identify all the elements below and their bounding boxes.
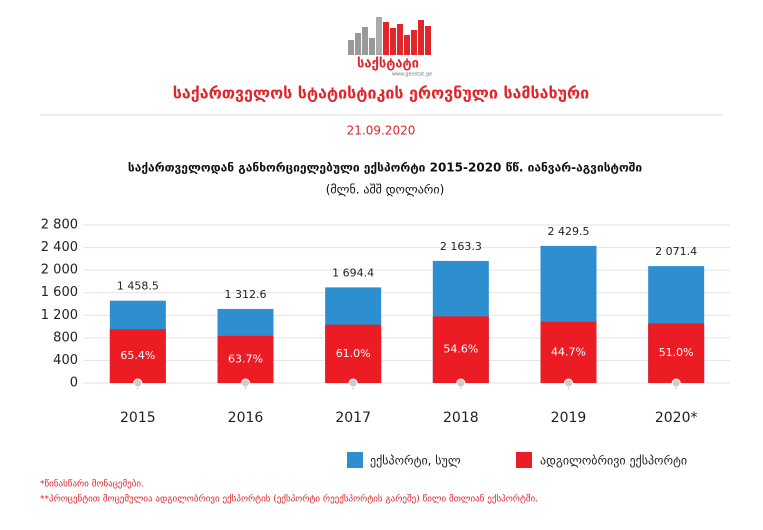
- x-tick-label: 2020*: [655, 410, 698, 426]
- y-tick-label: 1 600: [41, 285, 78, 300]
- share-label: 63.7%: [228, 352, 263, 365]
- chart-subtitle: (მლნ. აშშ დოლარი): [326, 183, 445, 197]
- axis-dot: [456, 378, 466, 388]
- share-label: 61.0%: [336, 347, 371, 360]
- y-tick-label: 2 800: [41, 218, 78, 233]
- x-tick-label: 2016: [228, 410, 264, 426]
- value-label: 2 071.4: [655, 245, 697, 258]
- y-tick-label: 0: [70, 376, 78, 391]
- logo-site: www.geostat.ge: [392, 72, 432, 78]
- bar-local: [432, 316, 489, 383]
- share-label: 44.7%: [551, 345, 586, 358]
- bar-local: [540, 321, 597, 383]
- chart-title: საქართველოდან განხორციელებული ექსპორტი 2…: [128, 161, 642, 175]
- share-label: 54.6%: [443, 343, 478, 356]
- legend-swatch: [516, 452, 532, 468]
- y-tick-label: 1 200: [41, 308, 78, 323]
- value-label: 1 312.6: [225, 288, 267, 301]
- value-label: 1 458.5: [117, 280, 159, 293]
- header-title: საქართველოს სტატისტიკის ეროვნული სამსახუ…: [173, 84, 589, 103]
- axis-dot: [133, 378, 143, 388]
- bar-local: [648, 323, 705, 383]
- logo-text: საქსტატი: [357, 57, 419, 72]
- y-tick-label: 800: [53, 330, 78, 345]
- x-tick-label: 2017: [335, 410, 371, 426]
- y-tick-label: 2 400: [41, 240, 78, 255]
- footnote: *წინასწარი მონაცემები.: [40, 479, 144, 490]
- x-tick-label: 2018: [443, 410, 479, 426]
- y-tick-label: 2 000: [41, 263, 78, 278]
- y-tick-label: 400: [53, 353, 78, 368]
- share-label: 65.4%: [120, 349, 155, 362]
- axis-dot: [241, 378, 250, 388]
- bar-local: [109, 329, 166, 383]
- axis-dot: [348, 378, 358, 388]
- footnote: **პროცენტით მოცემულია ადგილობრივი ექსპორ…: [40, 494, 538, 505]
- axis-dot: [671, 378, 681, 388]
- x-tick-label: 2019: [551, 410, 587, 426]
- axis-dot: [564, 378, 573, 388]
- value-label: 2 429.5: [548, 225, 590, 238]
- value-label: 1 694.4: [332, 266, 374, 279]
- legend-swatch: [347, 452, 363, 468]
- bar-local: [217, 335, 274, 383]
- legend-label: ექსპორტი, სულ: [370, 454, 461, 468]
- legend-label: ადგილობრივი ექსპორტი: [540, 454, 687, 468]
- logo: საქსტატი www.geostat.ge: [348, 17, 432, 78]
- date: 21.09.2020: [347, 124, 416, 138]
- value-label: 2 163.3: [440, 240, 482, 253]
- bar-local: [325, 324, 382, 383]
- x-tick-label: 2015: [120, 410, 156, 426]
- share-label: 51.0%: [659, 346, 694, 359]
